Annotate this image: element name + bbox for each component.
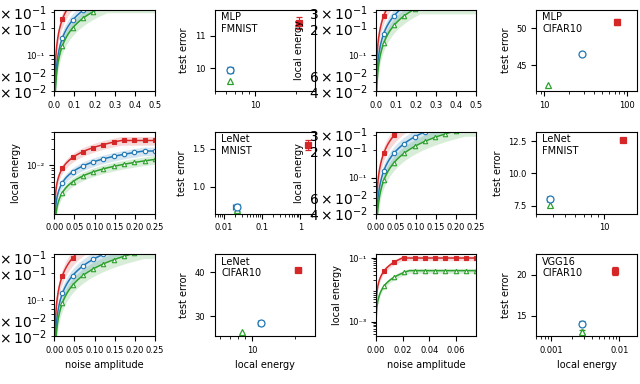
Text: LeNet
CIFAR10: LeNet CIFAR10 [221,257,261,278]
Y-axis label: local energy: local energy [294,143,303,203]
Y-axis label: test error: test error [177,150,187,195]
X-axis label: local energy: local energy [236,360,295,370]
Y-axis label: test error: test error [179,28,189,73]
X-axis label: noise amplitude: noise amplitude [387,360,465,370]
Y-axis label: test error: test error [500,28,511,73]
Text: LeNet
FMNIST: LeNet FMNIST [543,134,579,156]
Y-axis label: local energy: local energy [294,20,303,80]
X-axis label: noise amplitude: noise amplitude [65,360,144,370]
Text: VGG16
CIFAR10: VGG16 CIFAR10 [543,257,582,278]
Text: MLP
FMNIST: MLP FMNIST [221,12,257,34]
Y-axis label: test error: test error [493,150,503,195]
Text: LeNet
MNIST: LeNet MNIST [221,134,252,156]
Y-axis label: local energy: local energy [11,143,21,203]
Y-axis label: test error: test error [500,273,511,318]
Y-axis label: local energy: local energy [332,265,342,325]
X-axis label: local energy: local energy [557,360,616,370]
Y-axis label: test error: test error [179,273,189,318]
Text: MLP
CIFAR10: MLP CIFAR10 [543,12,582,34]
